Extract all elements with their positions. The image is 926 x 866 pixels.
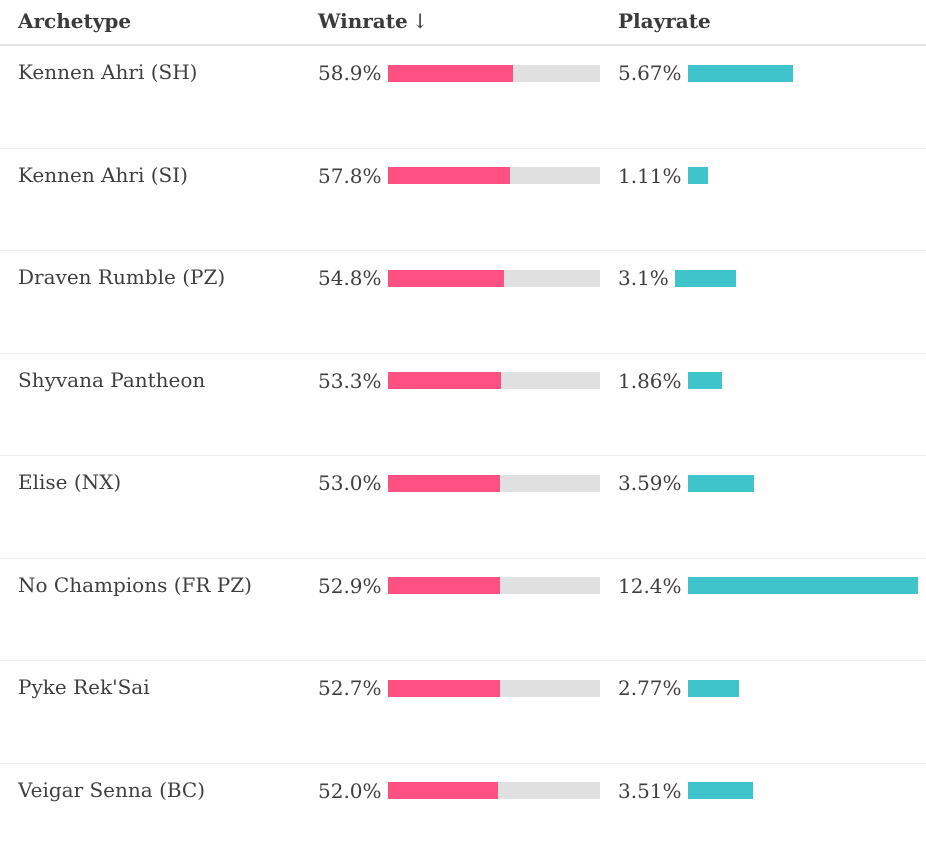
winrate-bar-track	[388, 270, 600, 287]
archetype-name: Kennen Ahri (SI)	[18, 163, 188, 187]
winrate-bar	[388, 372, 501, 389]
winrate-cell: 58.9%	[318, 60, 600, 86]
playrate-value: 3.51%	[618, 779, 682, 803]
playrate-bar-track	[675, 270, 918, 287]
column-header-archetype[interactable]: Archetype	[18, 9, 131, 33]
column-header-playrate-label: Playrate	[618, 9, 711, 33]
playrate-bar	[675, 270, 736, 287]
playrate-bar	[688, 782, 753, 799]
table-row[interactable]: Shyvana Pantheon 53.3% 1.86%	[0, 354, 926, 457]
winrate-value: 57.8%	[318, 164, 382, 188]
playrate-cell: 2.77%	[618, 675, 918, 701]
winrate-bar	[388, 577, 500, 594]
playrate-bar-track	[688, 680, 918, 697]
playrate-bar-track	[688, 475, 918, 492]
playrate-value: 1.86%	[618, 369, 682, 393]
archetype-name: Draven Rumble (PZ)	[18, 265, 225, 289]
playrate-value: 12.4%	[618, 574, 682, 598]
winrate-bar-track	[388, 577, 600, 594]
archetype-name: Shyvana Pantheon	[18, 368, 205, 392]
playrate-bar-track	[688, 167, 918, 184]
playrate-bar	[688, 475, 755, 492]
archetype-name: No Champions (FR PZ)	[18, 573, 252, 597]
winrate-bar	[388, 270, 504, 287]
winrate-bar-track	[388, 372, 600, 389]
table-row[interactable]: Kennen Ahri (SI) 57.8% 1.11%	[0, 149, 926, 252]
winrate-bar-track	[388, 65, 600, 82]
winrate-bar	[388, 475, 501, 492]
winrate-cell: 52.0%	[318, 778, 600, 804]
playrate-bar	[688, 680, 739, 697]
playrate-value: 2.77%	[618, 676, 682, 700]
table-row[interactable]: Kennen Ahri (SH) 58.9% 5.67%	[0, 46, 926, 149]
table-row[interactable]: Draven Rumble (PZ) 54.8% 3.1%	[0, 251, 926, 354]
column-header-archetype-label: Archetype	[18, 9, 131, 33]
winrate-cell: 57.8%	[318, 163, 600, 189]
playrate-bar-track	[688, 577, 918, 594]
playrate-bar-track	[688, 372, 918, 389]
playrate-value: 5.67%	[618, 61, 682, 85]
winrate-cell: 53.0%	[318, 470, 600, 496]
playrate-cell: 1.86%	[618, 368, 918, 394]
sort-descending-icon: ↓	[412, 9, 429, 33]
winrate-bar	[388, 65, 513, 82]
winrate-value: 52.7%	[318, 676, 382, 700]
winrate-bar-track	[388, 782, 600, 799]
playrate-cell: 3.59%	[618, 470, 918, 496]
winrate-cell: 52.9%	[318, 573, 600, 599]
playrate-bar-track	[688, 65, 918, 82]
playrate-cell: 3.51%	[618, 778, 918, 804]
playrate-value: 3.59%	[618, 471, 682, 495]
table-body: Kennen Ahri (SH) 58.9% 5.67% Kennen Ahri…	[0, 46, 926, 866]
winrate-cell: 52.7%	[318, 675, 600, 701]
winrate-value: 53.3%	[318, 369, 382, 393]
playrate-bar	[688, 577, 918, 594]
playrate-bar	[688, 167, 709, 184]
playrate-cell: 12.4%	[618, 573, 918, 599]
winrate-cell: 53.3%	[318, 368, 600, 394]
playrate-cell: 1.11%	[618, 163, 918, 189]
column-header-winrate[interactable]: Winrate↓	[318, 9, 428, 33]
playrate-cell: 3.1%	[618, 265, 918, 291]
winrate-value: 52.9%	[318, 574, 382, 598]
table-row[interactable]: Veigar Senna (BC) 52.0% 3.51%	[0, 764, 926, 866]
archetype-name: Veigar Senna (BC)	[18, 778, 205, 802]
winrate-value: 54.8%	[318, 266, 382, 290]
column-header-winrate-label: Winrate	[318, 9, 408, 33]
winrate-bar-track	[388, 475, 600, 492]
table-row[interactable]: Pyke Rek'Sai 52.7% 2.77%	[0, 661, 926, 764]
winrate-bar-track	[388, 167, 600, 184]
winrate-bar	[388, 680, 500, 697]
table-header: Archetype Winrate↓ Playrate	[0, 0, 926, 46]
playrate-value: 1.11%	[618, 164, 682, 188]
winrate-cell: 54.8%	[318, 265, 600, 291]
table-row[interactable]: No Champions (FR PZ) 52.9% 12.4%	[0, 559, 926, 662]
winrate-bar	[388, 167, 511, 184]
archetype-name: Kennen Ahri (SH)	[18, 60, 197, 84]
winrate-value: 53.0%	[318, 471, 382, 495]
table-row[interactable]: Elise (NX) 53.0% 3.59%	[0, 456, 926, 559]
playrate-bar-track	[688, 782, 918, 799]
winrate-bar-track	[388, 680, 600, 697]
playrate-bar	[688, 372, 723, 389]
playrate-cell: 5.67%	[618, 60, 918, 86]
column-header-playrate[interactable]: Playrate	[618, 9, 711, 33]
playrate-value: 3.1%	[618, 266, 669, 290]
winrate-bar	[388, 782, 498, 799]
winrate-value: 58.9%	[318, 61, 382, 85]
archetype-name: Pyke Rek'Sai	[18, 675, 150, 699]
winrate-value: 52.0%	[318, 779, 382, 803]
archetype-name: Elise (NX)	[18, 470, 121, 494]
playrate-bar	[688, 65, 793, 82]
